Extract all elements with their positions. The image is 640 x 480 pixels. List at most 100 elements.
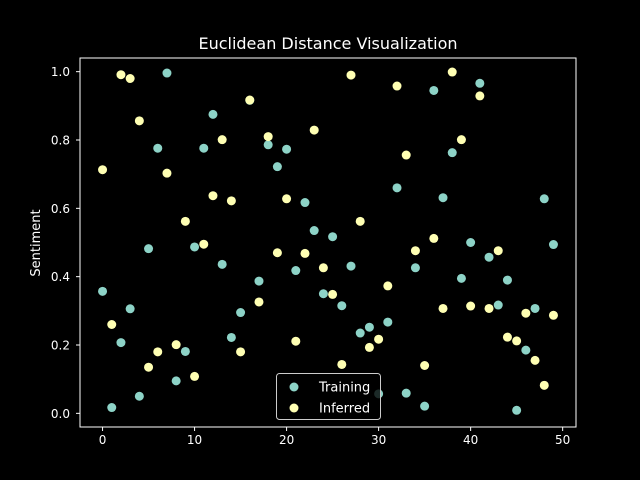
point-training <box>153 143 163 153</box>
point-training <box>125 304 135 314</box>
point-inferred <box>484 303 494 313</box>
point-inferred <box>318 263 328 273</box>
point-inferred <box>190 371 200 381</box>
point-inferred <box>171 340 181 350</box>
y-tick-label: 0.2 <box>51 339 70 353</box>
point-inferred <box>226 196 236 206</box>
point-training <box>144 244 154 254</box>
point-training <box>134 391 144 401</box>
legend-box <box>276 373 381 420</box>
point-inferred <box>263 132 273 142</box>
point-training <box>401 388 411 398</box>
point-training <box>502 275 512 285</box>
point-inferred <box>530 355 540 365</box>
point-training <box>392 183 402 193</box>
point-inferred <box>493 246 503 256</box>
point-training <box>355 328 365 338</box>
point-inferred <box>208 191 218 201</box>
x-axis: 0 10 20 30 40 50 <box>99 427 570 447</box>
point-inferred <box>392 81 402 91</box>
point-inferred <box>291 336 301 346</box>
point-training <box>98 286 108 296</box>
point-inferred <box>438 303 448 313</box>
point-inferred <box>548 310 558 320</box>
point-inferred <box>383 281 393 291</box>
point-inferred <box>199 239 209 249</box>
x-tick-label: 50 <box>555 433 570 447</box>
y-tick-label: 1.0 <box>51 65 70 79</box>
point-training <box>484 252 494 262</box>
point-training <box>548 240 558 250</box>
point-training <box>236 308 246 318</box>
y-tick-label: 0.4 <box>51 270 70 284</box>
x-tick-label: 0 <box>99 433 107 447</box>
point-inferred <box>401 150 411 160</box>
point-training <box>208 109 218 119</box>
legend-label-inferred: Inferred <box>319 402 370 417</box>
point-inferred <box>539 380 549 390</box>
point-inferred <box>355 216 365 226</box>
point-training <box>199 143 209 153</box>
point-inferred <box>125 74 135 83</box>
y-tick-label: 0.0 <box>51 407 70 421</box>
point-training <box>521 345 531 355</box>
point-training <box>328 232 338 242</box>
point-training <box>410 263 420 273</box>
plot-frame <box>79 57 577 428</box>
point-inferred <box>180 216 190 226</box>
point-training <box>300 198 310 208</box>
point-training <box>420 401 430 411</box>
point-inferred <box>282 194 292 204</box>
point-inferred <box>217 135 227 145</box>
point-inferred <box>116 70 126 80</box>
point-training <box>226 332 236 342</box>
point-inferred <box>98 165 108 175</box>
point-training <box>162 68 172 78</box>
point-training <box>116 338 126 348</box>
legend: Training Inferred <box>276 373 381 420</box>
point-inferred <box>328 289 338 299</box>
legend-marker-inferred <box>289 403 299 413</box>
point-training <box>272 162 282 172</box>
point-training <box>282 144 292 154</box>
legend-label-training: Training <box>318 381 370 396</box>
point-inferred <box>512 336 522 346</box>
point-inferred <box>254 297 264 307</box>
point-inferred <box>144 362 154 372</box>
point-inferred <box>236 347 246 357</box>
point-inferred <box>456 135 466 145</box>
y-tick-label: 0.8 <box>51 134 70 148</box>
point-training <box>263 140 273 150</box>
chart-title: Euclidean Distance Visualization <box>198 34 457 53</box>
point-training <box>438 193 448 203</box>
x-tick-label: 40 <box>463 433 478 447</box>
y-axis: 0.0 0.2 0.4 0.6 0.8 1.0 <box>51 65 80 421</box>
point-training <box>337 301 347 311</box>
point-inferred <box>309 125 319 135</box>
point-inferred <box>300 248 310 258</box>
point-inferred <box>134 116 144 126</box>
x-tick-label: 30 <box>371 433 386 447</box>
point-training <box>475 78 485 88</box>
legend-marker-training <box>289 382 299 392</box>
point-training <box>309 226 319 236</box>
point-training <box>107 403 117 413</box>
y-axis-label: Sentiment <box>29 209 44 276</box>
point-inferred <box>374 334 384 344</box>
point-inferred <box>447 67 457 77</box>
point-training <box>180 346 190 356</box>
point-training <box>456 273 466 283</box>
point-inferred <box>346 70 356 80</box>
point-training <box>318 289 328 299</box>
point-inferred <box>153 347 163 357</box>
point-inferred <box>410 246 420 256</box>
point-training <box>530 303 540 313</box>
point-inferred <box>162 168 172 178</box>
point-training <box>512 405 522 415</box>
point-inferred <box>107 320 117 329</box>
point-training <box>217 259 227 269</box>
data-points <box>98 67 558 415</box>
point-training <box>364 322 374 332</box>
point-inferred <box>364 342 374 352</box>
